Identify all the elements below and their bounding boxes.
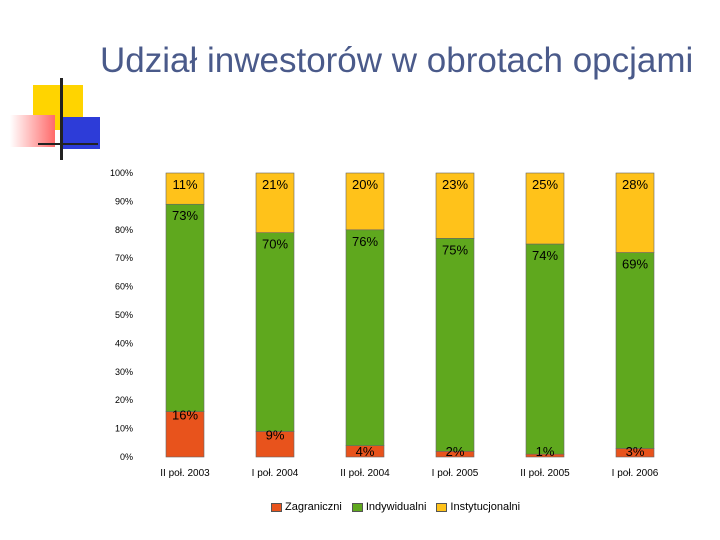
y-tick-label: 30% bbox=[115, 367, 133, 377]
y-axis-labels: 0% 10% 20% 30% 40% 50% 60% 70% 80% 90% 100% bbox=[110, 168, 133, 462]
decor-horizontal-line bbox=[38, 143, 98, 145]
bar-segment-instytucjonalni bbox=[615, 172, 655, 253]
legend-swatch-zagraniczni bbox=[271, 502, 282, 512]
y-tick-label: 40% bbox=[115, 338, 133, 348]
bar-segment-indywidualni bbox=[615, 252, 655, 449]
y-tick-label: 20% bbox=[115, 395, 133, 405]
y-tick-label: 100% bbox=[110, 168, 133, 178]
data-label-indywidualni: 75% bbox=[442, 242, 468, 257]
data-label-zagraniczni: 1% bbox=[536, 444, 555, 459]
legend-label-indywidualni: Indywidualni bbox=[365, 501, 427, 513]
data-label-zagraniczni: 3% bbox=[626, 444, 645, 459]
x-tick-label: II poł. 2005 bbox=[520, 468, 570, 479]
bar-segment-instytucjonalni bbox=[345, 172, 385, 231]
y-tick-label: 80% bbox=[115, 225, 133, 235]
x-tick-label: I poł. 2006 bbox=[612, 468, 659, 479]
y-tick-label: 0% bbox=[120, 452, 133, 462]
bar-segment-instytucjonalni bbox=[435, 172, 475, 239]
slide-title: Udział inwestorów w obrotach opcjami bbox=[100, 41, 694, 80]
bar-segment-indywidualni bbox=[255, 232, 295, 432]
data-label-indywidualni: 70% bbox=[262, 237, 288, 252]
bar-segment-instytucjonalni bbox=[165, 172, 205, 205]
x-axis-labels: II poł. 2003 I poł. 2004 II poł. 2004 I poł… bbox=[160, 468, 659, 479]
data-label-indywidualni: 74% bbox=[532, 248, 558, 263]
y-tick-label: 50% bbox=[115, 310, 133, 320]
data-label-instytucjonalni: 28% bbox=[622, 177, 648, 192]
y-tick-label: 10% bbox=[115, 424, 133, 434]
legend-swatch-instytucjonalni bbox=[436, 502, 448, 512]
data-label-zagraniczni: 9% bbox=[266, 427, 285, 442]
legend-swatch-indywidualni bbox=[351, 502, 363, 512]
bar-segment-indywidualni bbox=[435, 238, 475, 452]
bar-segment-indywidualni bbox=[165, 203, 205, 412]
data-label-zagraniczni: 2% bbox=[446, 444, 465, 459]
bar-segment-indywidualni bbox=[525, 243, 565, 455]
data-label-instytucjonalni: 11% bbox=[172, 177, 197, 192]
x-tick-label: I poł. 2005 bbox=[432, 468, 479, 479]
bar-segment-instytucjonalni bbox=[255, 172, 295, 233]
legend-label-zagraniczni: Zagraniczni bbox=[285, 501, 342, 513]
data-label-indywidualni: 73% bbox=[172, 208, 198, 223]
data-labels: 16% 73% 11% 9% 70% 21% 4% 76% 20% 2% 75% 23% 1% 74% 25… bbox=[172, 177, 648, 459]
data-label-instytucjonalni: 21% bbox=[262, 177, 288, 192]
data-label-instytucjonalni: 20% bbox=[352, 177, 378, 192]
decor-red-square bbox=[10, 115, 55, 147]
data-label-indywidualni: 69% bbox=[622, 257, 648, 272]
y-tick-label: 60% bbox=[115, 282, 133, 292]
data-label-zagraniczni: 16% bbox=[172, 408, 198, 423]
y-tick-label: 90% bbox=[115, 196, 133, 206]
legend-item-indywidualni: Indywidualni bbox=[351, 501, 427, 513]
bar-segment-indywidualni bbox=[345, 229, 385, 446]
decor-vertical-line bbox=[60, 78, 63, 160]
legend-item-zagraniczni: Zagraniczni bbox=[271, 501, 342, 513]
bars bbox=[165, 172, 655, 458]
y-tick-label: 70% bbox=[115, 253, 133, 263]
data-label-indywidualni: 76% bbox=[352, 234, 378, 249]
data-label-instytucjonalni: 23% bbox=[442, 177, 468, 192]
bar-segment-instytucjonalni bbox=[525, 172, 565, 245]
legend-item-instytucjonalni: Instytucjonalni bbox=[436, 501, 520, 513]
legend: Zagraniczni Indywidualni Instytucjonalni bbox=[271, 501, 520, 513]
data-label-zagraniczni: 4% bbox=[356, 444, 375, 459]
x-tick-label: I poł. 2004 bbox=[252, 468, 299, 479]
x-tick-label: II poł. 2003 bbox=[160, 468, 210, 479]
x-tick-label: II poł. 2004 bbox=[340, 468, 390, 479]
legend-label-instytucjonalni: Instytucjonalni bbox=[450, 501, 521, 513]
bar-segment-zagraniczni bbox=[255, 431, 295, 458]
data-label-instytucjonalni: 25% bbox=[532, 177, 558, 192]
bar-segment-zagraniczni bbox=[165, 411, 205, 458]
